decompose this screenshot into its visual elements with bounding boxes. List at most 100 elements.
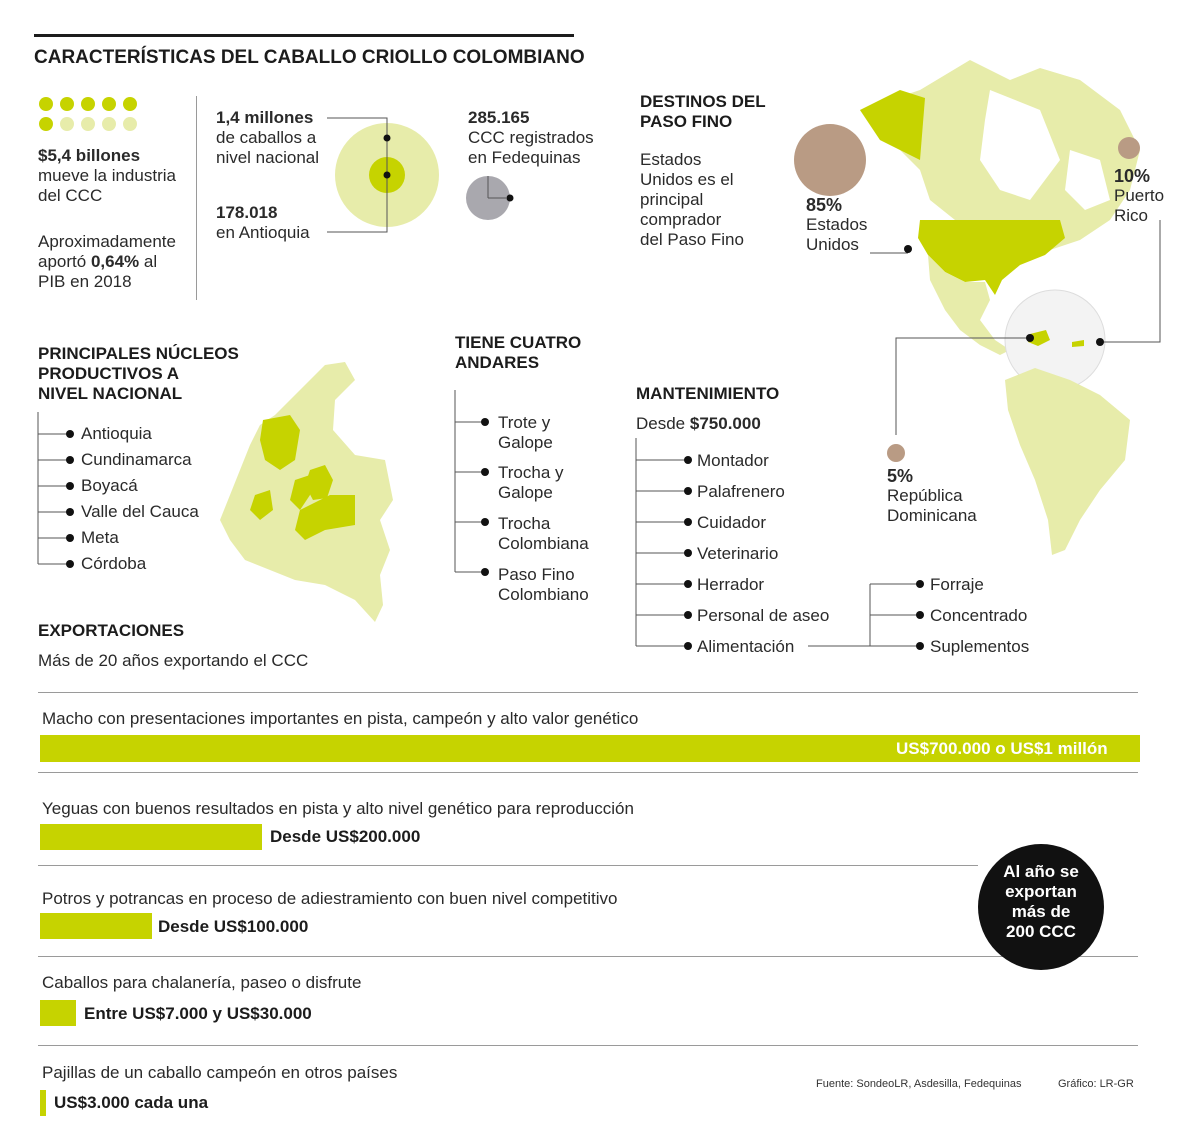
list-item: Trocha Colombiana	[498, 514, 589, 554]
usa-l2: Unidos	[806, 235, 859, 254]
export-row-label: Caballos para chalanería, paseo o disfru…	[42, 973, 362, 992]
export-row-value: US$3.000 cada una	[54, 1093, 209, 1112]
andar-l1: Trote y	[498, 413, 551, 432]
export-row-label: Yeguas con buenos resultados en pista y …	[42, 799, 634, 818]
pr-pct: 10%	[1114, 166, 1151, 186]
badge-line: 200 CCC	[1006, 922, 1076, 941]
nucleos-title-l1: PRINCIPALES NÚCLEOS	[38, 344, 239, 363]
export-bar	[40, 1000, 76, 1026]
title-rule	[34, 34, 574, 37]
rd-label: 5% República Dominicana	[887, 466, 977, 526]
andares-title: TIENE CUATRO ANDARES	[455, 333, 581, 373]
desc-line: Unidos es el	[640, 170, 734, 189]
usa-bubble	[794, 124, 866, 196]
destinations-title: DESTINOS DEL PASO FINO	[640, 92, 766, 132]
badge-line: Al año se	[1003, 862, 1079, 881]
andar-l2: Colombiano	[498, 585, 589, 604]
divider	[38, 772, 1138, 773]
industry-amount: $5,4 billones	[38, 146, 141, 165]
list-item: Cundinamarca	[81, 450, 192, 469]
credit-note: Gráfico: LR-GR	[1058, 1078, 1134, 1090]
list-item: Veterinario	[697, 544, 779, 563]
export-bar	[40, 913, 152, 939]
national-line2: nivel nacional	[216, 148, 320, 167]
mantenimiento-title: MANTENIMIENTO	[636, 384, 780, 403]
list-item: Alimentación	[697, 637, 795, 656]
antioquia-block: 178.018 en Antioquia	[216, 203, 310, 243]
desc-line: comprador	[640, 210, 722, 229]
desde-text: Desde	[636, 414, 690, 433]
export-row-label: Potros y potrancas en proceso de adiestr…	[42, 889, 618, 908]
americas-map	[794, 60, 1161, 555]
usa-label: 85% Estados Unidos	[806, 195, 867, 255]
usa-pct: 85%	[806, 195, 843, 215]
meta-region	[295, 495, 355, 540]
pib-line1: Aproximadamente	[38, 232, 176, 251]
list-item: Concentrado	[930, 606, 1028, 625]
list-item: Forraje	[930, 575, 984, 594]
nucleos-title-l2: PRODUCTIVOS A	[38, 364, 180, 383]
andares-title-l2: ANDARES	[455, 353, 540, 372]
pib-line3: PIB en 2018	[38, 272, 132, 291]
registered-value: 285.165	[468, 108, 530, 127]
colombia-map	[220, 362, 393, 622]
pib-percent: 0,64%	[90, 252, 140, 271]
divider	[38, 692, 1138, 693]
pib-text-c: al	[139, 252, 158, 271]
exports-subtitle: Más de 20 años exportando el CCC	[38, 651, 309, 670]
horses-circles	[327, 117, 439, 233]
rd-l2: Dominicana	[887, 506, 977, 525]
list-item: Cuidador	[697, 513, 766, 532]
destinations-desc: Estados Unidos es el principal comprador…	[640, 150, 744, 250]
pib-line2: aportó 0,64% al	[38, 252, 176, 272]
industry-line2: del CCC	[38, 186, 103, 205]
andares-title-l1: TIENE CUATRO	[455, 333, 582, 352]
andar-l2: Galope	[498, 433, 553, 452]
export-row-label: Pajillas de un caballo campeón en otros …	[42, 1063, 398, 1082]
registered-circle	[466, 176, 514, 220]
list-item: Antioquia	[81, 424, 152, 443]
cundinamarca-region	[290, 475, 310, 510]
export-bar	[40, 1090, 46, 1116]
badge-line: exportan	[1005, 882, 1077, 901]
price-value: $750.000	[689, 414, 761, 433]
usa-l1: Estados	[806, 215, 868, 234]
divider	[38, 956, 1138, 957]
export-bar	[40, 735, 1140, 762]
national-block: 1,4 millones de caballos a nivel naciona…	[216, 108, 319, 168]
badge-line: más de	[1011, 902, 1071, 921]
antioquia-label: en Antioquia	[216, 223, 310, 242]
export-row-label: Macho con presentaciones importantes en …	[42, 709, 639, 728]
list-item: Meta	[81, 528, 119, 547]
export-bar	[40, 824, 262, 850]
national-value: 1,4 millones	[216, 108, 314, 127]
export-row-value: US$700.000 o US$1 millón	[896, 739, 1108, 758]
coins-icon	[39, 97, 137, 131]
badge-text: Al año se exportan más de 200 CCC	[978, 862, 1104, 942]
source-note: Fuente: SondeoLR, Asdesilla, Fedequinas	[816, 1078, 1022, 1090]
divider	[38, 865, 978, 866]
list-item: Valle del Cauca	[81, 502, 199, 521]
rd-pct: 5%	[887, 466, 914, 486]
list-item: Montador	[697, 451, 769, 470]
pr-label: 10% Puerto Rico	[1114, 166, 1164, 226]
antioquia-region	[260, 415, 300, 470]
andar-l1: Trocha y	[498, 463, 564, 482]
export-row-value: Entre US$7.000 y US$30.000	[84, 1004, 312, 1023]
andar-l1: Trocha	[498, 514, 551, 533]
desc-line: principal	[640, 190, 704, 209]
pr-l1: Puerto	[1114, 186, 1165, 205]
list-item: Palafrenero	[697, 482, 785, 501]
list-item: Trocha y Galope	[498, 463, 564, 503]
divider	[38, 1045, 1138, 1046]
registered-line2: en Fedequinas	[468, 148, 581, 167]
list-item: Personal de aseo	[697, 606, 830, 625]
divider	[196, 96, 197, 300]
andar-l1: Paso Fino	[498, 565, 575, 584]
export-row-value: Desde US$200.000	[270, 827, 421, 846]
nucleos-title-l3: NIVEL NACIONAL	[38, 384, 183, 403]
export-row-value: Desde US$100.000	[158, 917, 309, 936]
nucleos-tree	[37, 412, 74, 568]
list-item: Herrador	[697, 575, 765, 594]
national-line1: de caballos a	[216, 128, 317, 147]
